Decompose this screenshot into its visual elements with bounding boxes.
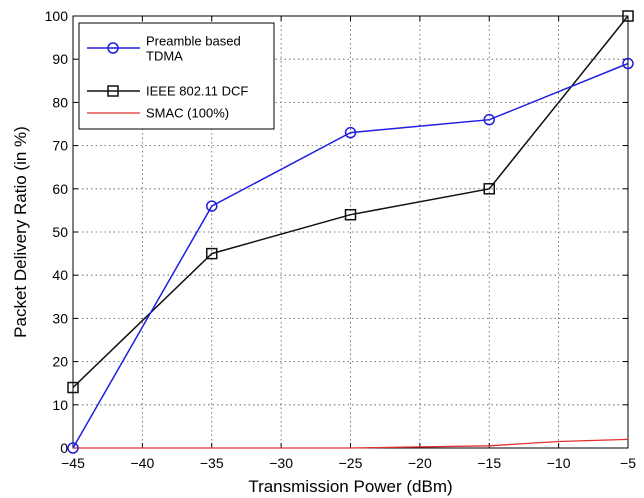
y-axis-label: Packet Delivery Ratio (in %) (11, 126, 30, 338)
x-tick-label: −35 (200, 455, 224, 471)
y-tick-label: 10 (52, 397, 68, 413)
x-tick-label: −30 (269, 455, 293, 471)
y-tick-label: 60 (52, 181, 68, 197)
x-tick-label: −40 (131, 455, 155, 471)
y-tick-label: 50 (52, 224, 68, 240)
x-tick-label: −45 (61, 455, 85, 471)
data-point (622, 57, 634, 70)
series-smac-100 (73, 438, 629, 449)
legend-label: SMAC (100%) (146, 106, 229, 121)
data-point (344, 126, 357, 139)
x-tick-label: −10 (547, 455, 571, 471)
data-point (67, 442, 79, 454)
y-tick-label: 0 (60, 440, 68, 456)
legend-label: Preamble based (146, 34, 241, 49)
series-ieee-802-11-dcf (67, 10, 634, 394)
axis-ticks: −45 −40 −35 −30 −25 −20 −15 −10 −5 0 10 20 30 40 50 60 7… (45, 8, 637, 471)
y-tick-label: 80 (52, 94, 68, 110)
legend-swatch-marker (107, 42, 119, 54)
legend-swatch-marker (107, 85, 119, 97)
data-point (67, 381, 79, 394)
data-point (483, 113, 495, 126)
data-point (344, 208, 357, 221)
series-layer (67, 10, 634, 454)
y-tick-label: 30 (52, 310, 68, 326)
data-point (206, 247, 218, 260)
series-line (72, 15, 629, 389)
x-tick-label: −20 (408, 455, 432, 471)
y-tick-label: 90 (52, 51, 68, 67)
y-tick-label: 40 (52, 267, 68, 283)
legend-label: TDMA (146, 49, 183, 64)
data-point (206, 200, 218, 212)
y-tick-label: 70 (52, 138, 68, 154)
y-tick-label: 100 (45, 8, 69, 24)
series-line (73, 438, 629, 449)
legend-entry: SMAC (100%) (87, 106, 229, 121)
legend-label: IEEE 802.11 DCF (146, 84, 248, 99)
x-tick-label: −5 (620, 455, 636, 471)
legend-box (78, 22, 275, 130)
data-point (483, 183, 495, 195)
x-tick-label: −25 (339, 455, 363, 471)
x-axis-label: Transmission Power (dBm) (248, 477, 452, 496)
series-preamble-based-tdma (67, 57, 634, 454)
series-line (72, 62, 629, 449)
x-tick-label: −15 (477, 455, 501, 471)
data-point (622, 10, 634, 22)
legend-entry: IEEE 802.11 DCF (87, 84, 248, 99)
y-tick-label: 20 (52, 354, 68, 370)
